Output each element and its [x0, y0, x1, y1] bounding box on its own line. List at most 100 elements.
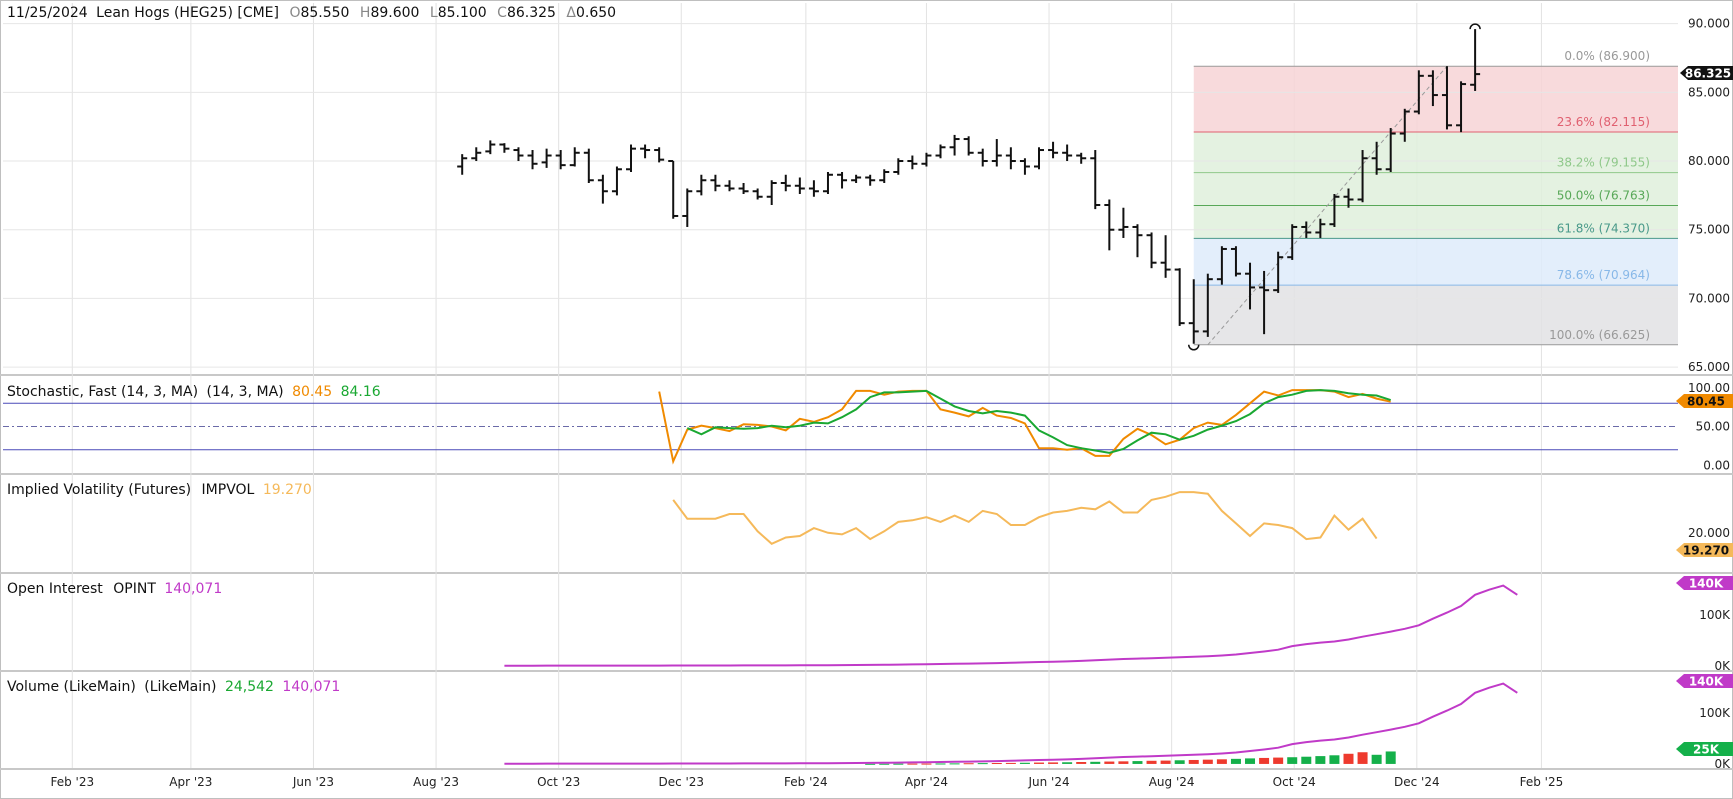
open-interest-name: Open Interest: [7, 581, 103, 597]
ohlc-bar: [865, 174, 876, 186]
price-tick-label: 85.000: [1688, 85, 1730, 99]
ohlc-bar: [724, 180, 735, 192]
ohlc-bar: [1301, 221, 1312, 238]
ohlc-bar: [1062, 144, 1073, 162]
ohlc-bar: [710, 174, 721, 192]
high-value: 89.600: [370, 5, 419, 21]
price-tick-label: 70.000: [1688, 291, 1730, 305]
ohlc-bar: [1385, 128, 1396, 173]
volume-badge-value: 25K: [1693, 743, 1720, 757]
open-interest-badge-value: 140K: [1689, 577, 1724, 591]
ohlc-bar: [851, 174, 862, 184]
open-interest-axis: 100K 0K: [1699, 608, 1731, 673]
fibonacci-label: 78.6% (70.964): [1557, 268, 1650, 282]
open-interest-panel[interactable]: 100K 0K 140K Open Interest OPINT 140,071: [7, 576, 1733, 673]
ohlc-bar: [1315, 218, 1326, 238]
fibonacci-label: 38.2% (79.155): [1557, 156, 1650, 170]
ohlc-bar: [1329, 193, 1340, 227]
ohlc-bar: [893, 158, 904, 175]
ohlc-bar: [1048, 141, 1059, 159]
volume-bar: [907, 763, 918, 765]
time-axis-label: Apr '24: [905, 775, 948, 789]
close-value: 86.325: [507, 5, 556, 21]
volume-panel[interactable]: 100K 0K 140K 25K Volume (LikeMain) (LikeM…: [7, 674, 1733, 771]
volume-bars: [865, 751, 1396, 765]
fibonacci-label: 61.8% (74.370): [1557, 221, 1650, 235]
time-axis-label: Apr '23: [169, 775, 212, 789]
ohlc-bar: [822, 172, 833, 194]
ohlc-bar: [794, 177, 805, 194]
volume-panel-open-interest-line: [504, 682, 1518, 765]
implied-volatility-study: IMPVOL: [202, 482, 255, 498]
ohlc-bar: [935, 144, 946, 159]
ohlc-bar: [1216, 246, 1227, 285]
volume-bar: [1371, 754, 1382, 764]
ohlc-bar: [1427, 70, 1438, 107]
price-panel[interactable]: 0.0% (86.900) 23.6% (82.115) 38.2% (79.155…: [3, 5, 1733, 374]
stochastic-panel[interactable]: 100.00 50.00 0.00 80.45 Stochastic, Fast (…: [3, 381, 1733, 473]
volume-bar: [1301, 756, 1312, 764]
volume-bar: [1076, 762, 1087, 764]
open-interest-study: OPINT: [113, 581, 156, 597]
volume-bar: [1329, 755, 1340, 764]
ohlc-bar: [1287, 224, 1298, 260]
ohlc-bar: [1456, 81, 1467, 133]
ohlc-bar: [1160, 235, 1171, 278]
volume-oi-badge-value: 140K: [1689, 675, 1724, 689]
implied-volatility-panel[interactable]: 20.000 19.270 Implied Volatility (Future…: [7, 482, 1733, 558]
ohlc-bar: [682, 188, 693, 227]
ohlc-bar: [991, 139, 1002, 167]
ohlc-bar: [457, 154, 468, 175]
fibonacci-label: 23.6% (82.115): [1557, 115, 1650, 129]
open-interest-tick-label: 0K: [1714, 659, 1731, 673]
volume-bar: [1315, 756, 1326, 764]
volume-bar: [1048, 762, 1059, 764]
ohlc-bar: [1033, 147, 1044, 170]
volume-oi-badge: 140K: [1676, 674, 1733, 689]
implied-volatility-value: 19.270: [263, 482, 312, 498]
ohlc-bar: [696, 174, 707, 196]
volume-bar: [949, 763, 960, 765]
fibonacci-zones: [1193, 66, 1678, 345]
volume-params: (LikeMain): [144, 679, 216, 695]
volume-bar: [1287, 757, 1298, 764]
ohlc-bar: [1399, 108, 1410, 142]
fibonacci-zone: [1193, 66, 1678, 132]
ohlc-bar: [611, 166, 622, 196]
volume-value: 24,542: [225, 679, 274, 695]
ohlc-bar: [752, 188, 763, 200]
volume-bar: [991, 763, 1002, 765]
ohlc-bar: [569, 147, 580, 167]
ohlc-bar: [1357, 150, 1368, 203]
time-axis-label: Feb '24: [784, 775, 828, 789]
stochastic-tick-label: 50.00: [1696, 420, 1730, 434]
volume-title: Volume (LikeMain) (LikeMain) 24,542 140,…: [7, 679, 340, 695]
volume-bar: [1118, 761, 1129, 764]
volume-bar: [1343, 753, 1354, 764]
change-label: Δ: [566, 5, 576, 21]
low-label: L: [430, 5, 438, 21]
volume-bar: [1160, 760, 1171, 764]
volume-panel-open-interest-path: [504, 682, 1518, 765]
ohlc-bar: [1076, 152, 1087, 164]
stochastic-d-line: [686, 389, 1392, 454]
open-interest-title: Open Interest OPINT 140,071: [7, 581, 222, 597]
volume-axis: 100K 0K: [1699, 706, 1731, 771]
ohlc-bar: [541, 148, 552, 168]
ohlc-bar: [977, 148, 988, 167]
ohlc-bar: [808, 180, 819, 197]
volume-bar: [1104, 761, 1115, 764]
ohlc-bar: [1118, 207, 1129, 238]
volume-bar: [1174, 760, 1185, 764]
ohlc-bar: [1202, 273, 1213, 337]
price-axis: 90.000 85.000 80.000 75.000 70.000 65.000: [1688, 17, 1730, 375]
last-price-value: 86.325: [1685, 67, 1731, 81]
volume-bar: [963, 763, 974, 765]
ohlc-bar: [640, 144, 651, 159]
time-axis: Feb '23 Apr '23 Jun '23 Aug '23 Oct '23 Dec '…: [50, 775, 1563, 789]
open-interest-value: 140,071: [164, 581, 222, 597]
fibonacci-label: 50.0% (76.763): [1557, 188, 1650, 202]
ohlc-bar: [879, 169, 890, 184]
time-axis-label: Oct '23: [537, 775, 580, 789]
